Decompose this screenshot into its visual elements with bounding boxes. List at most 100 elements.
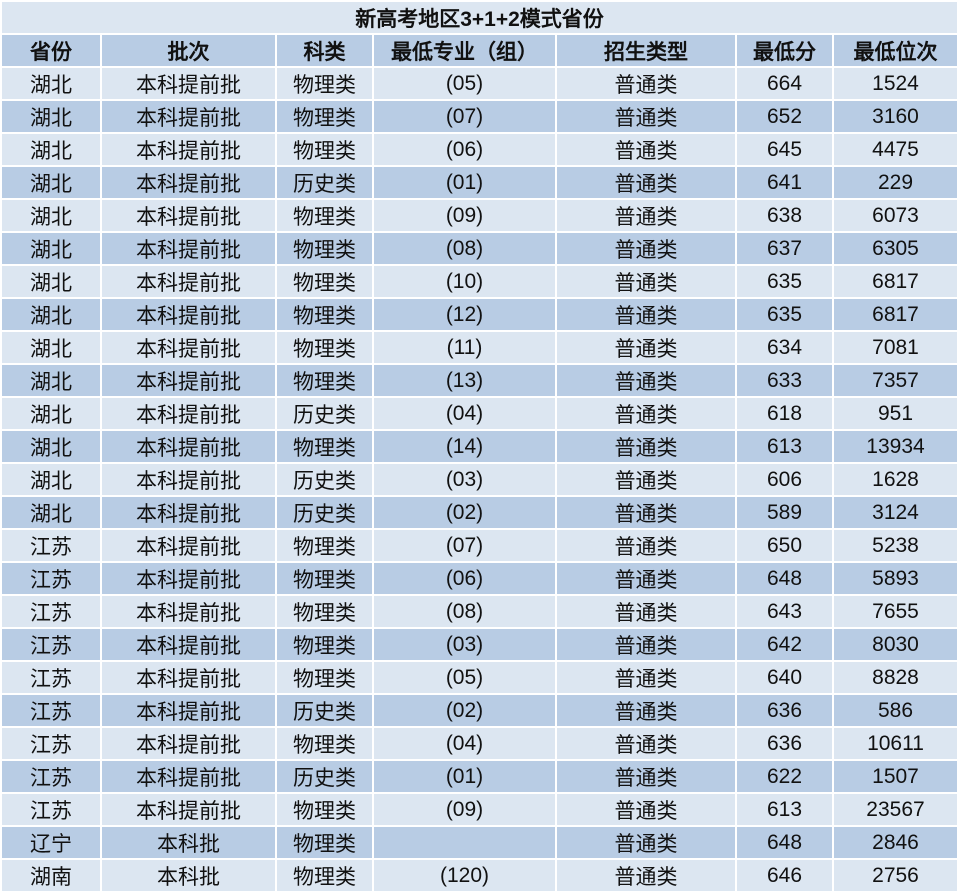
cell-min-score: 622 [735,759,834,794]
cell-subject-type: 物理类 [275,99,374,134]
cell-min-rank: 7081 [832,330,957,365]
cell-min-rank: 8828 [832,660,957,695]
cell-enrollment-type: 普通类 [555,759,737,794]
cell-province: 湖北 [0,99,102,134]
cell-province: 江苏 [0,726,102,761]
cell-min-score: 633 [735,363,834,398]
cell-batch: 本科批 [100,858,277,893]
cell-min-rank: 6305 [832,231,957,266]
cell-min-major-group: (09) [372,792,557,827]
column-header-min-score: 最低分 [735,33,834,68]
cell-subject-type: 历史类 [275,495,374,530]
cell-min-rank: 3160 [832,99,957,134]
cell-min-major-group: (09) [372,198,557,233]
cell-enrollment-type: 普通类 [555,231,737,266]
cell-province: 江苏 [0,759,102,794]
cell-enrollment-type: 普通类 [555,594,737,629]
cell-min-rank: 229 [832,165,957,200]
cell-subject-type: 物理类 [275,660,374,695]
cell-enrollment-type: 普通类 [555,561,737,596]
cell-subject-type: 物理类 [275,363,374,398]
cell-batch: 本科提前批 [100,627,277,662]
header-row: 省份 批次 科类 最低专业（组） 招生类型 最低分 最低位次 [0,33,957,68]
cell-batch: 本科提前批 [100,429,277,464]
cell-province: 湖北 [0,198,102,233]
table-row: 湖北 本科提前批 历史类 (04) 普通类 618 951 [0,396,957,431]
cell-min-rank: 1628 [832,462,957,497]
cell-min-rank: 10611 [832,726,957,761]
cell-batch: 本科批 [100,825,277,860]
cell-enrollment-type: 普通类 [555,66,737,101]
cell-min-score: 635 [735,264,834,299]
cell-min-major-group: (07) [372,528,557,563]
cell-min-score: 640 [735,660,834,695]
table-row: 湖北 本科提前批 物理类 (10) 普通类 635 6817 [0,264,957,299]
cell-min-score: 589 [735,495,834,530]
cell-enrollment-type: 普通类 [555,462,737,497]
cell-province: 湖北 [0,363,102,398]
cell-min-score: 652 [735,99,834,134]
table-row: 江苏 本科提前批 物理类 (07) 普通类 650 5238 [0,528,957,563]
cell-batch: 本科提前批 [100,594,277,629]
table-row: 湖北 本科提前批 物理类 (09) 普通类 638 6073 [0,198,957,233]
column-header-province: 省份 [0,33,102,68]
cell-min-rank: 2756 [832,858,957,893]
cell-enrollment-type: 普通类 [555,264,737,299]
cell-min-score: 635 [735,297,834,332]
cell-batch: 本科提前批 [100,264,277,299]
column-header-subject-type: 科类 [275,33,374,68]
table-row: 湖北 本科提前批 物理类 (11) 普通类 634 7081 [0,330,957,365]
cell-subject-type: 物理类 [275,726,374,761]
cell-batch: 本科提前批 [100,726,277,761]
cell-subject-type: 物理类 [275,528,374,563]
cell-subject-type: 物理类 [275,594,374,629]
cell-min-score: 641 [735,165,834,200]
cell-enrollment-type: 普通类 [555,165,737,200]
cell-min-rank: 13934 [832,429,957,464]
title-row: 新高考地区3+1+2模式省份 [0,0,957,35]
cell-min-score: 648 [735,825,834,860]
table-row: 江苏 本科提前批 物理类 (06) 普通类 648 5893 [0,561,957,596]
cell-min-score: 618 [735,396,834,431]
table-row: 湖北 本科提前批 历史类 (01) 普通类 641 229 [0,165,957,200]
cell-batch: 本科提前批 [100,99,277,134]
cell-enrollment-type: 普通类 [555,363,737,398]
cell-batch: 本科提前批 [100,759,277,794]
cell-enrollment-type: 普通类 [555,132,737,167]
table-row: 湖北 本科提前批 物理类 (05) 普通类 664 1524 [0,66,957,101]
cell-subject-type: 历史类 [275,396,374,431]
table-row: 湖北 本科提前批 物理类 (14) 普通类 613 13934 [0,429,957,464]
cell-enrollment-type: 普通类 [555,825,737,860]
cell-batch: 本科提前批 [100,231,277,266]
cell-min-major-group: (08) [372,231,557,266]
cell-enrollment-type: 普通类 [555,726,737,761]
cell-min-rank: 7655 [832,594,957,629]
cell-province: 江苏 [0,528,102,563]
cell-min-score: 638 [735,198,834,233]
cell-province: 湖北 [0,330,102,365]
cell-subject-type: 历史类 [275,462,374,497]
cell-batch: 本科提前批 [100,693,277,728]
cell-batch: 本科提前批 [100,132,277,167]
cell-province: 湖北 [0,429,102,464]
cell-enrollment-type: 普通类 [555,858,737,893]
column-header-batch: 批次 [100,33,277,68]
cell-subject-type: 物理类 [275,792,374,827]
cell-subject-type: 物理类 [275,627,374,662]
cell-enrollment-type: 普通类 [555,660,737,695]
cell-province: 江苏 [0,561,102,596]
cell-subject-type: 物理类 [275,231,374,266]
table-row: 江苏 本科提前批 物理类 (08) 普通类 643 7655 [0,594,957,629]
cell-enrollment-type: 普通类 [555,693,737,728]
cell-min-major-group: (06) [372,132,557,167]
cell-subject-type: 历史类 [275,693,374,728]
cell-min-rank: 1524 [832,66,957,101]
table-row: 江苏 本科提前批 物理类 (03) 普通类 642 8030 [0,627,957,662]
cell-province: 江苏 [0,627,102,662]
cell-min-rank: 6817 [832,264,957,299]
cell-min-major-group: (120) [372,858,557,893]
cell-province: 湖北 [0,132,102,167]
table-row: 江苏 本科提前批 物理类 (05) 普通类 640 8828 [0,660,957,695]
cell-province: 湖北 [0,495,102,530]
